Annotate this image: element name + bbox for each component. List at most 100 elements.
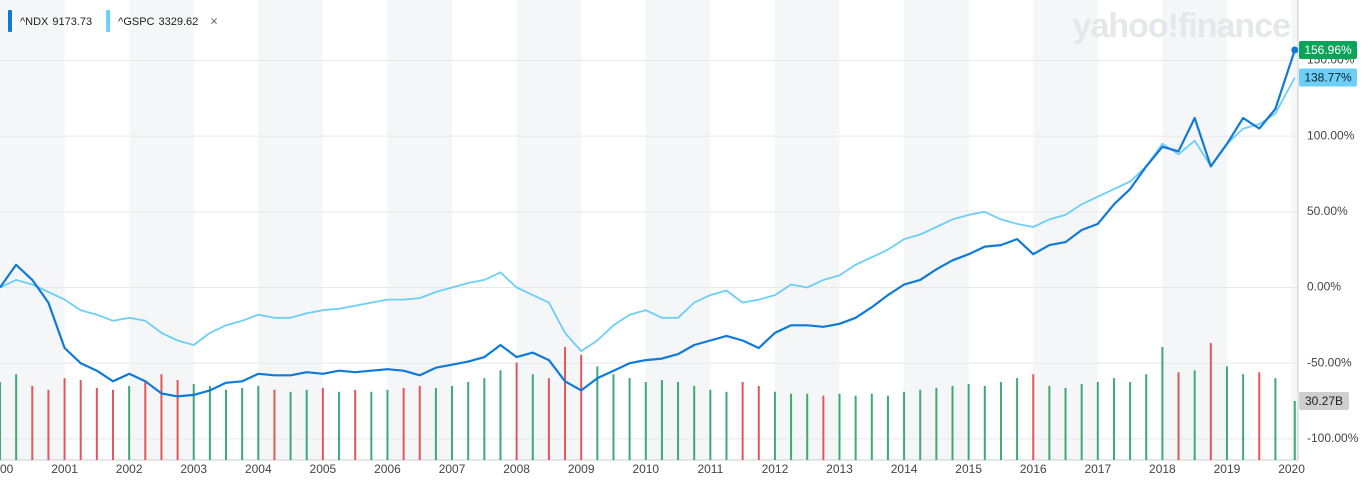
x-tick-label: 2014	[891, 462, 918, 476]
volume-bar	[1193, 370, 1196, 460]
volume-bar	[951, 385, 954, 460]
x-tick-label: 2001	[51, 462, 78, 476]
watermark: yahoo!finance	[1073, 7, 1291, 45]
volume-bar	[31, 385, 34, 460]
x-tick-label: 2002	[116, 462, 143, 476]
volume-bar	[1177, 372, 1180, 460]
volume-bar	[709, 389, 712, 460]
volume-bar	[160, 374, 163, 460]
legend-price: 9173.73	[52, 16, 92, 28]
y-tick-label: 0.00%	[1307, 280, 1341, 294]
volume-bar	[999, 382, 1002, 460]
volume-bar	[112, 389, 115, 460]
x-tick-label: 2012	[762, 462, 789, 476]
volume-tag-label: 30.27B	[1305, 394, 1343, 408]
volume-bar	[63, 378, 66, 460]
x-tick-label: 2011	[697, 462, 723, 476]
x-tick-label: 2017	[1084, 462, 1111, 476]
volume-bar	[144, 382, 147, 460]
legend-item: ^GSPC 3329.62	[106, 10, 198, 32]
volume-bar	[451, 385, 454, 460]
volume-bar	[838, 393, 841, 460]
volume-bar	[225, 389, 228, 460]
volume-bar	[257, 385, 260, 460]
legend-item: ^NDX 9173.73	[8, 10, 92, 32]
y-tick-label: -100.00%	[1307, 431, 1359, 445]
volume-bar	[983, 385, 986, 460]
volume-bar	[128, 385, 131, 460]
y-tick-label: 100.00%	[1307, 128, 1355, 142]
volume-bar	[192, 383, 195, 460]
end-tag	[1299, 40, 1357, 59]
volume-bar	[1080, 383, 1083, 460]
y-tick-label: 50.00%	[1307, 204, 1348, 218]
volume-bar	[321, 387, 324, 460]
end-tag-label: 156.96%	[1304, 43, 1352, 57]
volume-bar	[15, 374, 18, 460]
volume-bar	[354, 389, 357, 460]
year-stripe	[904, 0, 969, 460]
volume-bar	[1161, 346, 1164, 460]
price-line	[0, 77, 1296, 352]
x-tick-label: 2016	[1020, 462, 1047, 476]
volume-bar	[402, 387, 405, 460]
volume-bar	[596, 366, 599, 460]
volume-bar	[1293, 400, 1296, 460]
volume-bar	[499, 370, 502, 460]
volume-bar	[434, 387, 437, 460]
volume-bar	[79, 380, 82, 460]
volume-bar	[886, 395, 889, 460]
volume-bar	[305, 389, 308, 460]
volume-bar	[1274, 378, 1277, 460]
x-tick-label: 2013	[826, 462, 853, 476]
volume-bar	[386, 389, 389, 460]
volume-bar	[790, 393, 793, 460]
volume-bar	[515, 362, 518, 460]
price-line	[0, 49, 1296, 398]
volume-bar	[531, 374, 534, 460]
volume-bar	[1032, 374, 1035, 460]
x-tick-label: 2018	[1149, 462, 1176, 476]
volume-bar	[0, 382, 1, 460]
volume-bar	[338, 391, 341, 460]
year-stripe	[1033, 0, 1098, 460]
x-tick-label: 2007	[439, 462, 466, 476]
volume-bar	[967, 383, 970, 460]
volume-bar	[1064, 387, 1067, 460]
x-tick-label: 2004	[245, 462, 272, 476]
x-tick-label: 2005	[310, 462, 337, 476]
volume-bar	[612, 374, 615, 460]
volume-bar	[208, 385, 211, 460]
end-tag-label: 138.77%	[1304, 71, 1352, 85]
x-tick-label: 2009	[568, 462, 595, 476]
volume-bar	[725, 391, 728, 460]
volume-bar	[564, 346, 567, 460]
legend-price: 3329.62	[159, 16, 199, 28]
volume-bar	[241, 387, 244, 460]
volume-bar	[1048, 385, 1051, 460]
year-stripe	[0, 0, 65, 460]
volume-bar	[1096, 382, 1099, 460]
volume-bar	[483, 378, 486, 460]
x-tick-label: 2020	[1278, 462, 1305, 476]
volume-bar	[273, 389, 276, 460]
legend-close[interactable]: ×	[210, 13, 218, 28]
volume-bar	[1258, 372, 1261, 460]
x-tick-label: 2003	[180, 462, 207, 476]
legend-name: ^GSPC	[118, 16, 154, 28]
year-stripe	[387, 0, 453, 460]
volume-tag	[1299, 391, 1349, 410]
volume-bar	[677, 382, 680, 460]
end-tag	[1299, 68, 1357, 87]
x-tick-label: 2008	[503, 462, 530, 476]
volume-bar	[1242, 374, 1245, 460]
volume-bar	[935, 387, 938, 460]
volume-bar	[547, 378, 550, 460]
volume-bar	[628, 378, 631, 460]
x-tick-label: 2010	[632, 462, 659, 476]
volume-bar	[1016, 378, 1019, 460]
volume-bar	[644, 382, 647, 460]
year-stripe	[774, 0, 840, 460]
year-stripe	[258, 0, 323, 460]
